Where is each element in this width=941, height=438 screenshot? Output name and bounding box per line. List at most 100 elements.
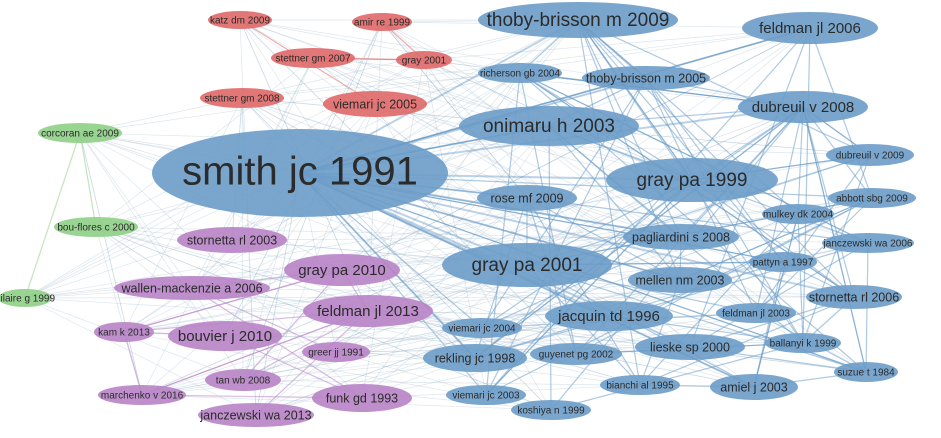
node-label: smith jc 1991 <box>182 150 418 194</box>
edge <box>577 19 871 156</box>
node-label: thoby-brisson m 2009 <box>487 10 670 31</box>
node <box>762 204 834 224</box>
edge <box>191 287 855 298</box>
node-label: stornetta rl 2006 <box>809 290 899 304</box>
node <box>312 384 412 412</box>
node <box>352 13 412 31</box>
node-label: funk gd 1993 <box>326 391 398 405</box>
node <box>152 129 448 217</box>
node-label: janczewski wa 2013 <box>199 408 311 422</box>
node <box>54 217 138 237</box>
edge <box>526 197 869 244</box>
edge <box>755 154 871 314</box>
node-label: rose mf 2009 <box>491 191 564 205</box>
edge <box>123 242 869 333</box>
edge <box>381 21 528 199</box>
edge <box>689 242 869 348</box>
node-label: koshiya n 1999 <box>517 406 585 417</box>
edge <box>577 19 693 181</box>
node <box>749 252 817 272</box>
node <box>205 369 281 391</box>
node <box>530 343 622 365</box>
node <box>828 188 916 208</box>
node-label: amiel j 2003 <box>720 380 787 394</box>
node-label: bou-flores c 2000 <box>57 223 135 234</box>
node-label: tan wb 2008 <box>216 376 271 387</box>
edge <box>239 19 257 416</box>
node-label: dubreuil v 2008 <box>752 99 855 116</box>
node <box>635 334 745 360</box>
node-label: suzue t 1984 <box>837 368 895 379</box>
edge <box>141 310 369 396</box>
node-label: katz dm 2009 <box>210 16 270 27</box>
node-label: stettner gm 2007 <box>275 54 350 65</box>
edge <box>141 197 873 396</box>
edge <box>239 19 521 74</box>
node <box>446 385 526 405</box>
edge <box>753 213 799 388</box>
edge <box>191 236 682 289</box>
node <box>94 322 154 342</box>
node-label: hilaire g 1999 <box>0 294 55 305</box>
edge <box>241 97 682 238</box>
edge <box>255 310 369 416</box>
node <box>545 301 673 331</box>
edge <box>367 310 867 373</box>
edge <box>802 106 855 298</box>
node-label: lieske sp 2000 <box>650 340 730 354</box>
node <box>765 333 841 353</box>
node-label: greer jj 1991 <box>308 348 364 359</box>
node-label: gray 2001 <box>402 56 447 67</box>
node <box>742 12 878 44</box>
edge <box>797 106 804 215</box>
edge <box>341 106 804 271</box>
edge <box>550 342 804 411</box>
node <box>271 48 355 68</box>
node <box>600 375 680 395</box>
node <box>606 158 778 202</box>
node <box>738 91 868 123</box>
node <box>323 91 427 117</box>
node-label: marchenko v 2016 <box>101 391 184 402</box>
node-label: bianchi al 1995 <box>606 381 674 392</box>
node-label: guyenet pg 2002 <box>539 350 614 361</box>
node-label: dubreuil v 2009 <box>836 151 905 162</box>
edge <box>485 27 811 396</box>
edge <box>526 197 681 281</box>
node <box>806 285 902 309</box>
node <box>477 185 577 211</box>
edge <box>481 106 804 329</box>
node <box>442 318 522 338</box>
edge <box>312 57 682 238</box>
edge <box>548 125 681 281</box>
edge <box>802 27 811 344</box>
node <box>582 66 710 90</box>
node <box>208 11 272 29</box>
node <box>478 63 562 83</box>
node-label: stettner gm 2008 <box>204 94 279 105</box>
edge <box>381 21 757 314</box>
node <box>302 342 370 362</box>
node-label: rekling jc 1998 <box>435 351 516 365</box>
node <box>168 321 282 351</box>
node-label: feldman jl 2006 <box>759 20 861 37</box>
node-label: pattyn a 1997 <box>753 258 814 269</box>
node-label: viemari jc 2005 <box>333 97 417 111</box>
node-label: gray pa 1999 <box>637 170 748 191</box>
node <box>834 362 898 382</box>
edge <box>79 132 226 337</box>
node-label: mellen nm 2003 <box>636 273 725 287</box>
edge <box>367 197 528 312</box>
edge <box>191 287 363 399</box>
node <box>114 276 270 300</box>
node-label: pagliardini s 2008 <box>632 230 730 244</box>
edge <box>191 179 693 289</box>
edge <box>191 287 867 373</box>
edge <box>361 279 681 399</box>
node-label: mulkey dk 2004 <box>763 210 833 221</box>
node-label: amir re 1999 <box>354 18 411 29</box>
node <box>98 385 186 405</box>
node-label: onimaru h 2003 <box>483 116 615 137</box>
edge <box>381 21 528 199</box>
edge <box>423 27 811 61</box>
